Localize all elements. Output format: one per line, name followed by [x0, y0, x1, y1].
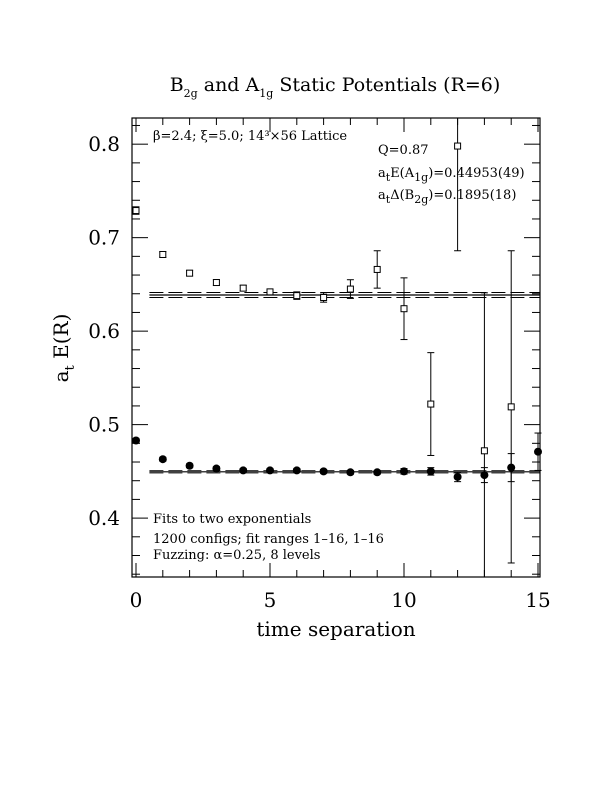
- circle-marker: [400, 467, 408, 476]
- y-tick-label: 0.5: [88, 413, 120, 437]
- configs-annotation: 1200 configs; fit ranges 1–16, 1–16: [153, 532, 384, 547]
- circle-point: [400, 467, 408, 476]
- fit-lines: [149, 291, 540, 474]
- square-point: [293, 291, 301, 300]
- square-marker: [373, 265, 381, 273]
- square-point: [480, 292, 488, 577]
- circle-point: [453, 471, 462, 483]
- circle-marker: [534, 447, 542, 456]
- y-tick-label: 0.6: [88, 319, 120, 343]
- square-marker: [320, 293, 328, 301]
- circle-marker: [346, 468, 355, 477]
- circle-point: [158, 455, 167, 464]
- circle-marker: [185, 461, 194, 470]
- circle-marker: [212, 464, 221, 473]
- circle-point: [346, 468, 355, 477]
- x-tick-label: 0: [130, 588, 143, 612]
- square-marker: [427, 400, 435, 408]
- circle-point: [292, 466, 301, 475]
- lattice-annotation: β=2.4; ξ=5.0; 14³×56 Lattice: [153, 129, 347, 144]
- plot-frame: [131, 117, 541, 578]
- circle-point: [373, 468, 382, 477]
- square-point: [454, 118, 462, 252]
- energy-annotation: atE(A1g)=0.44953(49): [378, 166, 525, 184]
- square-point: [320, 292, 328, 303]
- circle-point: [185, 461, 194, 470]
- square-marker: [186, 269, 194, 277]
- circle-point: [480, 467, 489, 484]
- square-point: [373, 250, 381, 289]
- y-axis-title: at E(R): [49, 314, 78, 383]
- data-points: [132, 118, 542, 577]
- square-point: [239, 284, 247, 292]
- circle-point: [319, 467, 328, 476]
- x-tick-label: 15: [525, 588, 550, 612]
- square-point: [400, 277, 408, 341]
- circle-marker: [480, 471, 489, 480]
- fits-annotation: Fits to two exponentials: [153, 512, 311, 527]
- circle-marker: [453, 472, 462, 481]
- circle-marker: [426, 467, 435, 476]
- y-tick-label: 0.8: [88, 132, 120, 156]
- circle-marker: [158, 455, 167, 464]
- q-annotation: Q=0.87: [378, 143, 429, 158]
- gap-annotation: atΔ(B2g)=0.1895(18): [378, 188, 516, 206]
- square-marker: [454, 142, 462, 150]
- circle-marker: [239, 466, 248, 475]
- square-point: [266, 288, 274, 296]
- x-tick-label: 5: [264, 588, 277, 612]
- square-point: [427, 352, 435, 456]
- square-point: [159, 250, 167, 258]
- chart-title: B2g and A1g Static Potentials (R=6): [170, 74, 501, 100]
- square-marker: [239, 284, 247, 292]
- x-tick-label: 10: [391, 588, 416, 612]
- circle-point: [212, 464, 221, 473]
- square-marker: [293, 292, 301, 300]
- square-marker: [346, 285, 354, 293]
- fuzzing-annotation: Fuzzing: α=0.25, 8 levels: [153, 548, 320, 563]
- circle-marker: [132, 436, 140, 445]
- square-point: [212, 279, 220, 287]
- circle-marker: [507, 463, 516, 472]
- y-tick-label: 0.4: [88, 506, 120, 530]
- circle-point: [266, 466, 274, 475]
- circle-point: [507, 453, 516, 483]
- square-marker: [132, 207, 140, 215]
- square-point: [507, 250, 515, 564]
- circle-marker: [266, 466, 274, 475]
- square-point: [132, 206, 140, 215]
- square-marker: [159, 250, 167, 258]
- square-marker: [507, 403, 515, 411]
- circle-point: [534, 432, 542, 471]
- square-point: [346, 279, 354, 299]
- x-axis-title: time separation: [256, 617, 415, 641]
- square-marker: [266, 288, 274, 296]
- circle-marker: [373, 468, 382, 477]
- circle-point: [239, 466, 248, 475]
- circle-marker: [292, 466, 301, 475]
- square-marker: [212, 279, 220, 287]
- square-point: [186, 269, 194, 277]
- axis-ticks: 0 5 10 15 0.4 0.5 0.6 0.7 0.8: [88, 118, 551, 612]
- square-marker: [400, 305, 408, 313]
- y-tick-label: 0.7: [88, 226, 120, 250]
- circle-point: [426, 467, 435, 476]
- circle-point: [132, 436, 140, 445]
- square-marker: [480, 447, 488, 455]
- circle-marker: [319, 467, 328, 476]
